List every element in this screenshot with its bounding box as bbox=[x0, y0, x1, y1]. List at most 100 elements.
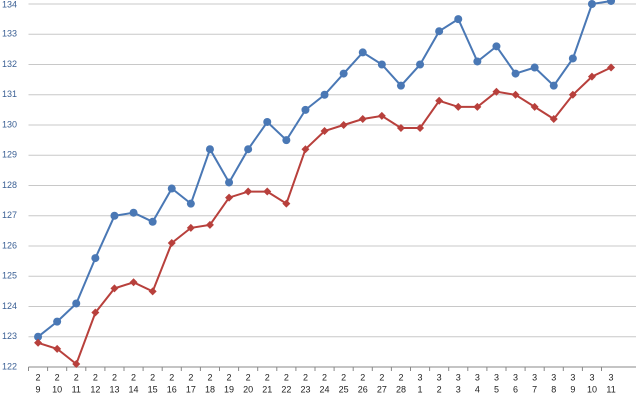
x-tick-label: 18 bbox=[205, 384, 215, 394]
x-tick-label: 2 bbox=[74, 372, 79, 382]
x-tick-label: 2 bbox=[36, 372, 41, 382]
x-tick-label: 2 bbox=[207, 372, 212, 382]
point-marker bbox=[301, 145, 310, 154]
x-tick-label: 2 bbox=[379, 372, 384, 382]
point-marker bbox=[549, 81, 558, 90]
point-marker bbox=[244, 145, 253, 154]
point-marker bbox=[473, 102, 482, 111]
point-marker bbox=[129, 208, 138, 217]
point-marker bbox=[301, 105, 310, 114]
x-tick-label: 3 bbox=[532, 372, 537, 382]
point-marker bbox=[225, 193, 234, 202]
point-marker bbox=[110, 211, 119, 220]
x-tick-label: 16 bbox=[167, 384, 177, 394]
point-marker bbox=[320, 127, 329, 136]
x-tick-label: 2 bbox=[131, 372, 136, 382]
x-tick-label: 2 bbox=[55, 372, 60, 382]
point-marker bbox=[377, 60, 386, 69]
point-marker bbox=[607, 0, 616, 5]
x-tick-label: 11 bbox=[72, 384, 81, 394]
point-marker bbox=[396, 124, 405, 133]
point-marker bbox=[148, 287, 157, 296]
point-marker bbox=[454, 15, 463, 24]
point-marker bbox=[263, 187, 272, 196]
point-marker bbox=[167, 238, 176, 247]
y-tick-label: 125 bbox=[2, 271, 17, 281]
x-tick-label: 10 bbox=[587, 384, 597, 394]
point-marker bbox=[282, 136, 291, 145]
x-tick-label: 3 bbox=[456, 384, 461, 394]
x-tick-label: 2 bbox=[112, 372, 117, 382]
x-tick-label: 13 bbox=[109, 384, 119, 394]
point-marker bbox=[358, 48, 367, 57]
point-marker bbox=[91, 254, 100, 263]
y-tick-label: 132 bbox=[2, 59, 17, 69]
x-tick-label: 25 bbox=[339, 384, 349, 394]
point-marker bbox=[148, 217, 157, 226]
x-tick-label: 3 bbox=[437, 372, 442, 382]
x-tick-label: 10 bbox=[52, 384, 62, 394]
point-marker bbox=[530, 102, 539, 111]
x-tick-label: 3 bbox=[418, 372, 423, 382]
x-tick-label: 3 bbox=[589, 372, 594, 382]
x-tick-label: 3 bbox=[494, 372, 499, 382]
point-marker bbox=[607, 63, 616, 72]
x-tick-label: 2 bbox=[284, 372, 289, 382]
y-tick-label: 133 bbox=[2, 29, 17, 39]
x-tick-label: 14 bbox=[129, 384, 139, 394]
point-marker bbox=[129, 278, 138, 287]
y-tick-label: 122 bbox=[2, 361, 17, 371]
point-marker bbox=[473, 57, 482, 66]
point-marker bbox=[320, 90, 329, 99]
x-tick-label: 2 bbox=[246, 372, 251, 382]
point-marker bbox=[91, 308, 100, 317]
point-marker bbox=[358, 114, 367, 123]
y-tick-label: 123 bbox=[2, 331, 17, 341]
point-marker bbox=[186, 199, 195, 208]
x-tick-label: 2 bbox=[93, 372, 98, 382]
x-tick-label: 2 bbox=[437, 384, 442, 394]
point-marker bbox=[492, 87, 501, 96]
x-tick-label: 21 bbox=[262, 384, 272, 394]
point-marker bbox=[110, 284, 119, 293]
x-tick-label: 2 bbox=[227, 372, 232, 382]
x-tick-label: 11 bbox=[606, 384, 615, 394]
x-tick-label: 2 bbox=[188, 372, 193, 382]
point-marker bbox=[53, 317, 62, 326]
x-tick-label: 2 bbox=[398, 372, 403, 382]
x-tick-label: 28 bbox=[396, 384, 406, 394]
x-tick-label: 9 bbox=[36, 384, 41, 394]
x-tick-label: 3 bbox=[456, 372, 461, 382]
point-marker bbox=[34, 338, 43, 347]
x-tick-label: 24 bbox=[320, 384, 330, 394]
series-line bbox=[37, 0, 612, 338]
x-tick-label: 8 bbox=[551, 384, 556, 394]
point-marker bbox=[377, 111, 386, 120]
point-marker bbox=[435, 96, 444, 105]
x-tick-label: 23 bbox=[300, 384, 310, 394]
x-tick-label: 3 bbox=[475, 372, 480, 382]
x-tick-label: 2 bbox=[360, 372, 365, 382]
y-tick-label: 131 bbox=[2, 89, 17, 99]
x-tick-label: 3 bbox=[609, 372, 614, 382]
point-marker bbox=[530, 63, 539, 72]
x-tick-label: 12 bbox=[90, 384, 100, 394]
point-marker bbox=[549, 114, 558, 123]
x-tick-label: 20 bbox=[243, 384, 253, 394]
x-tick-label: 2 bbox=[303, 372, 308, 382]
point-marker bbox=[167, 184, 176, 193]
x-tick-label: 2 bbox=[169, 372, 174, 382]
x-tick-label: 9 bbox=[570, 384, 575, 394]
point-marker bbox=[339, 121, 348, 129]
x-tick-label: 2 bbox=[322, 372, 327, 382]
point-marker bbox=[568, 54, 577, 63]
point-marker bbox=[225, 178, 234, 187]
point-marker bbox=[53, 344, 62, 353]
point-marker bbox=[454, 102, 463, 111]
point-marker bbox=[396, 81, 405, 90]
x-tick-label: 5 bbox=[494, 384, 499, 394]
x-tick-label: 2 bbox=[341, 372, 346, 382]
y-tick-label: 129 bbox=[2, 150, 17, 160]
point-marker bbox=[186, 223, 195, 232]
point-marker bbox=[435, 27, 444, 36]
